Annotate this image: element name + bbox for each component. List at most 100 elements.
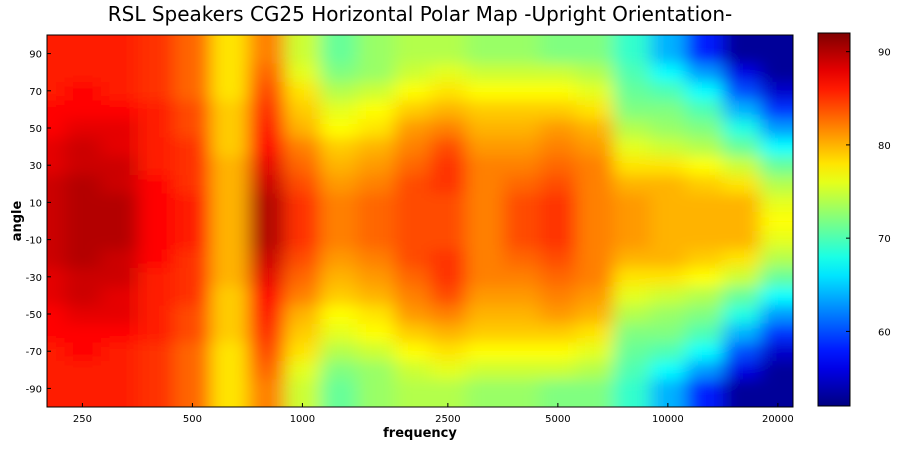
heatmap-cell — [100, 230, 139, 250]
y-tick-label: 70 — [29, 87, 42, 98]
heatmap-cell — [138, 230, 176, 250]
heatmap-cell — [722, 62, 761, 82]
heatmap-cell — [722, 100, 761, 120]
heatmap-cell — [174, 323, 212, 343]
heatmap-cell — [210, 286, 249, 306]
heatmap-cell — [685, 341, 724, 361]
heatmap-cell — [613, 230, 651, 250]
heatmap-cell — [503, 100, 541, 120]
heatmap-cell — [64, 379, 102, 407]
heatmap-cell — [503, 62, 541, 82]
heatmap-cell — [760, 62, 793, 82]
heatmap-cell — [503, 137, 541, 157]
colorbar-tick-label: 60 — [878, 327, 891, 338]
x-tick-label: 500 — [183, 414, 202, 425]
heatmap-cell — [174, 193, 212, 213]
heatmap-cell — [64, 62, 102, 82]
heatmap-cell — [540, 230, 577, 250]
heatmap-cell — [64, 230, 102, 250]
heatmap-cell — [430, 62, 467, 82]
heatmap-cell — [100, 304, 139, 324]
heatmap-cell — [394, 118, 431, 138]
heatmap-cell — [685, 286, 724, 306]
heatmap-cell — [503, 174, 541, 194]
heatmap-cell — [466, 174, 504, 194]
heatmap-cell — [685, 248, 724, 268]
heatmap-cell — [174, 304, 212, 324]
heatmap-cell — [613, 248, 651, 268]
heatmap-cell — [540, 248, 577, 268]
plot-frame — [46, 34, 794, 408]
heatmap-cell — [357, 118, 396, 138]
heatmap-cell — [320, 155, 358, 175]
heatmap-cell — [357, 267, 396, 287]
heatmap-cell — [174, 62, 212, 82]
heatmap-cell — [760, 100, 793, 120]
x-tick-label: 20000 — [762, 414, 794, 425]
heatmap-cell — [722, 118, 761, 138]
heatmap-cell — [576, 118, 614, 138]
heatmap-cell — [685, 62, 724, 82]
heatmap-cell — [47, 341, 66, 361]
heatmap-cell — [284, 137, 321, 157]
heatmap-cell — [174, 137, 212, 157]
heatmap-cell — [722, 379, 761, 407]
heatmap-cell — [466, 304, 504, 324]
heatmap-cell — [100, 62, 139, 82]
heatmap-cell — [210, 193, 249, 213]
heatmap-cell — [248, 379, 286, 407]
heatmap-cell — [394, 360, 431, 380]
heatmap-cell — [540, 379, 577, 407]
heatmap-cell — [394, 174, 431, 194]
heatmap-cell — [430, 100, 467, 120]
heatmap-cell — [540, 304, 577, 324]
heatmap-cell — [47, 379, 66, 407]
heatmap-cell — [760, 248, 793, 268]
heatmap-cell — [284, 304, 321, 324]
heatmap-cell — [576, 248, 614, 268]
heatmap-cell — [503, 379, 541, 407]
heatmap-cell — [138, 100, 176, 120]
heatmap-cell — [613, 323, 651, 343]
heatmap-cell — [320, 286, 358, 306]
heatmap-cell — [100, 341, 139, 361]
heatmap-cell — [248, 118, 286, 138]
heatmap-cell — [760, 323, 793, 343]
heatmap-cell — [357, 379, 396, 407]
heatmap-cell — [248, 211, 286, 231]
heatmap-cell — [685, 230, 724, 250]
heatmap-cell — [138, 360, 176, 380]
heatmap-cell — [320, 230, 358, 250]
heatmap-cell — [210, 137, 249, 157]
heatmap-cell — [722, 137, 761, 157]
heatmap-cell — [540, 155, 577, 175]
heatmap-cell — [650, 62, 687, 82]
heatmap-cell — [174, 118, 212, 138]
heatmap-cell — [685, 379, 724, 407]
heatmap-cell — [284, 100, 321, 120]
heatmap-cell — [466, 155, 504, 175]
heatmap-cell — [138, 35, 176, 64]
heatmap-cell — [394, 81, 431, 101]
heatmap-cell — [210, 100, 249, 120]
heatmap-cell — [100, 155, 139, 175]
heatmap-cell — [613, 341, 651, 361]
heatmap-cell — [64, 193, 102, 213]
heatmap-cell — [210, 360, 249, 380]
heatmap-cell — [650, 323, 687, 343]
heatmap-cell — [540, 62, 577, 82]
heatmap-cell — [64, 360, 102, 380]
heatmap-cell — [576, 230, 614, 250]
heatmap-cell — [613, 118, 651, 138]
heatmap-cell — [394, 323, 431, 343]
heatmap-cell — [47, 155, 66, 175]
heatmap-cell — [138, 304, 176, 324]
heatmap-cell — [430, 379, 467, 407]
heatmap-cell — [685, 155, 724, 175]
heatmap-cell — [64, 341, 102, 361]
heatmap-cell — [650, 174, 687, 194]
heatmap-cell — [248, 100, 286, 120]
heatmap-cell — [613, 193, 651, 213]
heatmap-cell — [466, 211, 504, 231]
